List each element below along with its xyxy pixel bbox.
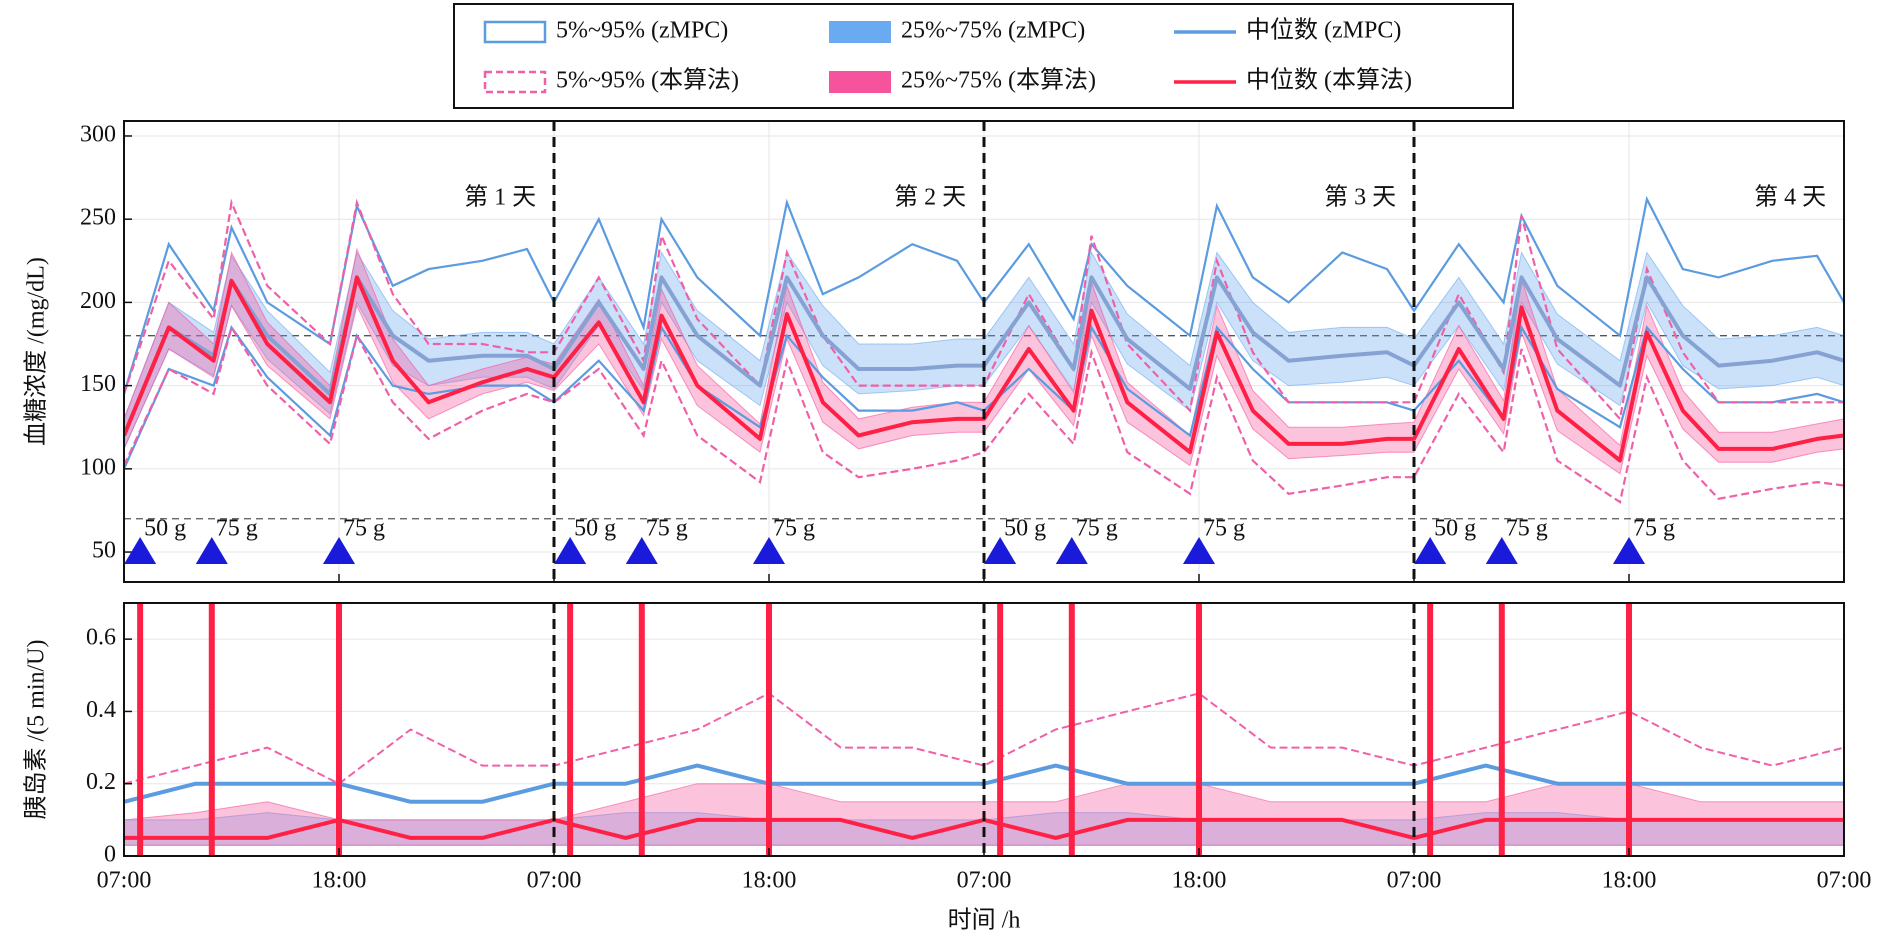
series-line xyxy=(124,692,1844,785)
y-tick-label: 300 xyxy=(80,121,116,147)
x-tick-label: 07:00 xyxy=(97,868,152,894)
x-tick-label: 18:00 xyxy=(1602,868,1657,894)
y-tick-label: 0.6 xyxy=(86,625,116,651)
legend-symbol xyxy=(483,70,547,94)
x-axis-label: 时间 /h xyxy=(948,907,1021,934)
plot-frame xyxy=(123,602,1845,857)
y-tick-label: 150 xyxy=(80,371,116,397)
day-label: 第 3 天 xyxy=(1324,184,1396,211)
y-tick-label: 100 xyxy=(80,454,116,480)
meal-label: 75 g xyxy=(1076,516,1118,542)
meal-marker xyxy=(554,537,587,565)
meal-marker xyxy=(1485,537,1518,565)
meal-label: 75 g xyxy=(646,516,688,542)
x-tick-label: 07:00 xyxy=(527,868,582,894)
legend-label: 中位数 (本算法) xyxy=(1246,67,1412,94)
meal-marker xyxy=(753,537,785,565)
legend-label: 25%~75% (zMPC) xyxy=(901,18,1085,44)
x-tick-label: 07:00 xyxy=(957,868,1012,894)
x-tick-label: 18:00 xyxy=(742,868,797,894)
day-label: 第 2 天 xyxy=(894,184,966,211)
meal-marker xyxy=(1055,537,1088,565)
legend-symbol xyxy=(483,20,547,44)
y-tick-label: 0.2 xyxy=(86,769,116,795)
day-label: 第 1 天 xyxy=(464,184,536,211)
meal-label: 50 g xyxy=(574,516,616,542)
legend-label: 25%~75% (本算法) xyxy=(901,67,1096,94)
meal-marker xyxy=(625,537,658,565)
meal-label: 75 g xyxy=(1506,516,1548,542)
meal-label: 50 g xyxy=(144,516,186,542)
y-axis-label: 胰岛素 /(5 min/U) xyxy=(23,640,50,820)
x-tick-label: 07:00 xyxy=(1817,868,1872,894)
meal-marker xyxy=(323,537,355,565)
legend-label: 中位数 (zMPC) xyxy=(1246,17,1401,44)
y-tick-label: 0 xyxy=(104,842,116,868)
meal-label: 75 g xyxy=(1633,516,1675,542)
meal-marker xyxy=(195,537,228,565)
y-tick-label: 0.4 xyxy=(86,697,116,723)
legend-symbol xyxy=(829,21,891,43)
y-axis-label: 血糖浓度 /(mg/dL) xyxy=(23,257,50,446)
meal-label: 75 g xyxy=(773,516,815,542)
legend-symbol xyxy=(829,71,891,93)
meal-label: 50 g xyxy=(1004,516,1046,542)
meal-marker xyxy=(1414,537,1447,565)
meal-label: 75 g xyxy=(1203,516,1245,542)
meal-marker xyxy=(1183,537,1215,565)
x-tick-label: 18:00 xyxy=(1172,868,1227,894)
x-tick-label: 18:00 xyxy=(312,868,367,894)
meal-label: 75 g xyxy=(343,516,385,542)
legend-frame xyxy=(453,3,1514,109)
meal-label: 50 g xyxy=(1434,516,1476,542)
meal-marker xyxy=(984,537,1017,565)
meal-marker xyxy=(1613,537,1645,565)
y-tick-label: 200 xyxy=(80,288,116,314)
legend-label: 5%~95% (zMPC) xyxy=(556,18,728,44)
y-tick-label: 50 xyxy=(92,538,116,564)
x-tick-label: 07:00 xyxy=(1387,868,1442,894)
plot-frame xyxy=(123,120,1845,583)
y-tick-label: 250 xyxy=(80,205,116,231)
meal-label: 75 g xyxy=(216,516,258,542)
legend-label: 5%~95% (本算法) xyxy=(556,67,739,94)
meal-marker xyxy=(124,537,157,565)
day-label: 第 4 天 xyxy=(1754,184,1826,211)
